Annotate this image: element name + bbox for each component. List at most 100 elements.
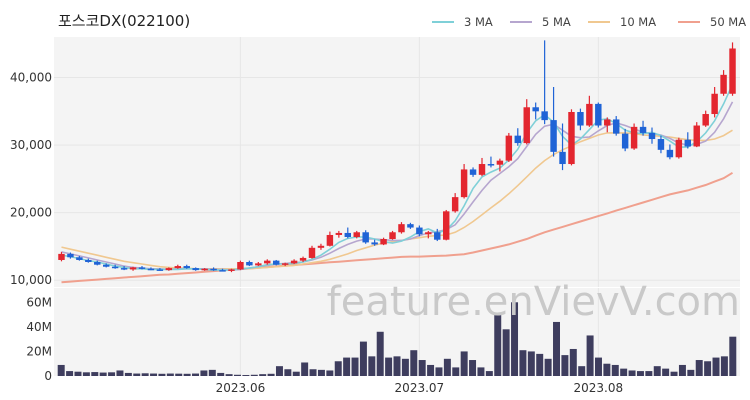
candle-body [94,262,101,265]
candle-up [398,222,405,234]
candle-up [353,230,360,239]
candle-down [487,156,495,168]
y-tick-label: 10,000 [10,273,52,287]
volume-bar [275,366,283,376]
candle-body [711,93,718,115]
volume-bar [284,369,292,376]
volume-bar [645,371,653,376]
candle-up [451,193,459,213]
candle-body [281,263,289,265]
candle-body [210,268,217,271]
candle-down [541,40,548,125]
volume-bar [603,363,611,376]
volume-bar [427,364,435,376]
candle-body [317,245,325,248]
volume-bar [124,372,132,376]
candle-body [120,268,128,270]
watermark: feature.enVievV.com [327,279,740,325]
candle-down [192,267,199,271]
candle-down [621,128,629,152]
volume-bar [519,350,527,376]
candle-body [147,268,155,271]
candle-body [442,211,450,240]
volume-bar [116,370,124,376]
candle-body [639,126,647,133]
volume-bar [368,356,376,376]
candle-down [371,239,378,246]
volume-bar [309,369,317,376]
candle-down [94,260,101,266]
volume-bar [687,369,695,376]
volume-bar [704,361,712,376]
candle-down [138,266,146,270]
volume-bar [91,372,99,376]
volume-bar [594,357,602,376]
volume-bar [553,321,560,376]
volume-bar [175,373,183,376]
candle-down [67,252,74,259]
volume-bars [57,302,737,376]
volume-bar [376,331,384,376]
volume-bar [57,364,65,376]
volume-bar [166,373,174,376]
legend-item: 10 MA [588,15,656,29]
y-tick-label: 40,000 [10,71,52,85]
volume-bar [569,348,577,376]
volume-bar [317,369,325,376]
candle-up [308,245,316,259]
candle-up [237,260,244,271]
candle-up [460,164,468,199]
volume-bar [108,372,116,376]
candle-body [630,126,638,149]
volume-bar [662,368,670,376]
volume-bar [578,366,586,376]
candle-body [174,266,182,269]
volume-bar [628,370,636,376]
candle-body [407,224,414,228]
candle-up [380,237,387,246]
candle-up [729,42,736,96]
volume-bar [611,364,619,376]
candle-body [156,269,164,271]
candle-body [58,253,65,260]
candle-down [407,222,414,229]
candle-down [156,268,164,271]
candle-body [604,119,611,126]
volume-bar [359,341,367,376]
candle-up [281,262,289,267]
candle-body [425,232,432,235]
candle-body [219,270,226,272]
candle-down [272,259,280,266]
candle-body [657,139,665,150]
volume-bar [469,360,477,376]
candle-down [362,230,369,244]
volume-bar [485,371,493,376]
volume-bar [242,375,250,376]
candle-body [568,112,575,165]
candle-up [568,109,575,166]
candle-body [228,269,235,271]
legend-item: 3 MA [432,15,493,29]
volume-bar [292,371,300,376]
volume-bar [334,361,342,376]
ma3-line [61,83,734,271]
volume-bar [653,366,661,376]
volume-bar [150,373,158,376]
candle-up [442,209,450,241]
candle-body [675,139,683,158]
candle-down [246,260,253,267]
candle-body [67,253,74,258]
candle-body [326,234,334,246]
candle-body [85,259,92,262]
candle-up [389,230,396,240]
volume-bar [636,371,644,376]
candle-body [183,266,190,269]
candle-down [666,144,674,160]
volume-bar [410,350,418,376]
candle-up [290,259,298,265]
candle-body [532,107,539,112]
volume-bar [695,360,703,376]
candle-body [290,260,298,264]
volume-bar [418,360,426,376]
candle-down [612,116,620,136]
